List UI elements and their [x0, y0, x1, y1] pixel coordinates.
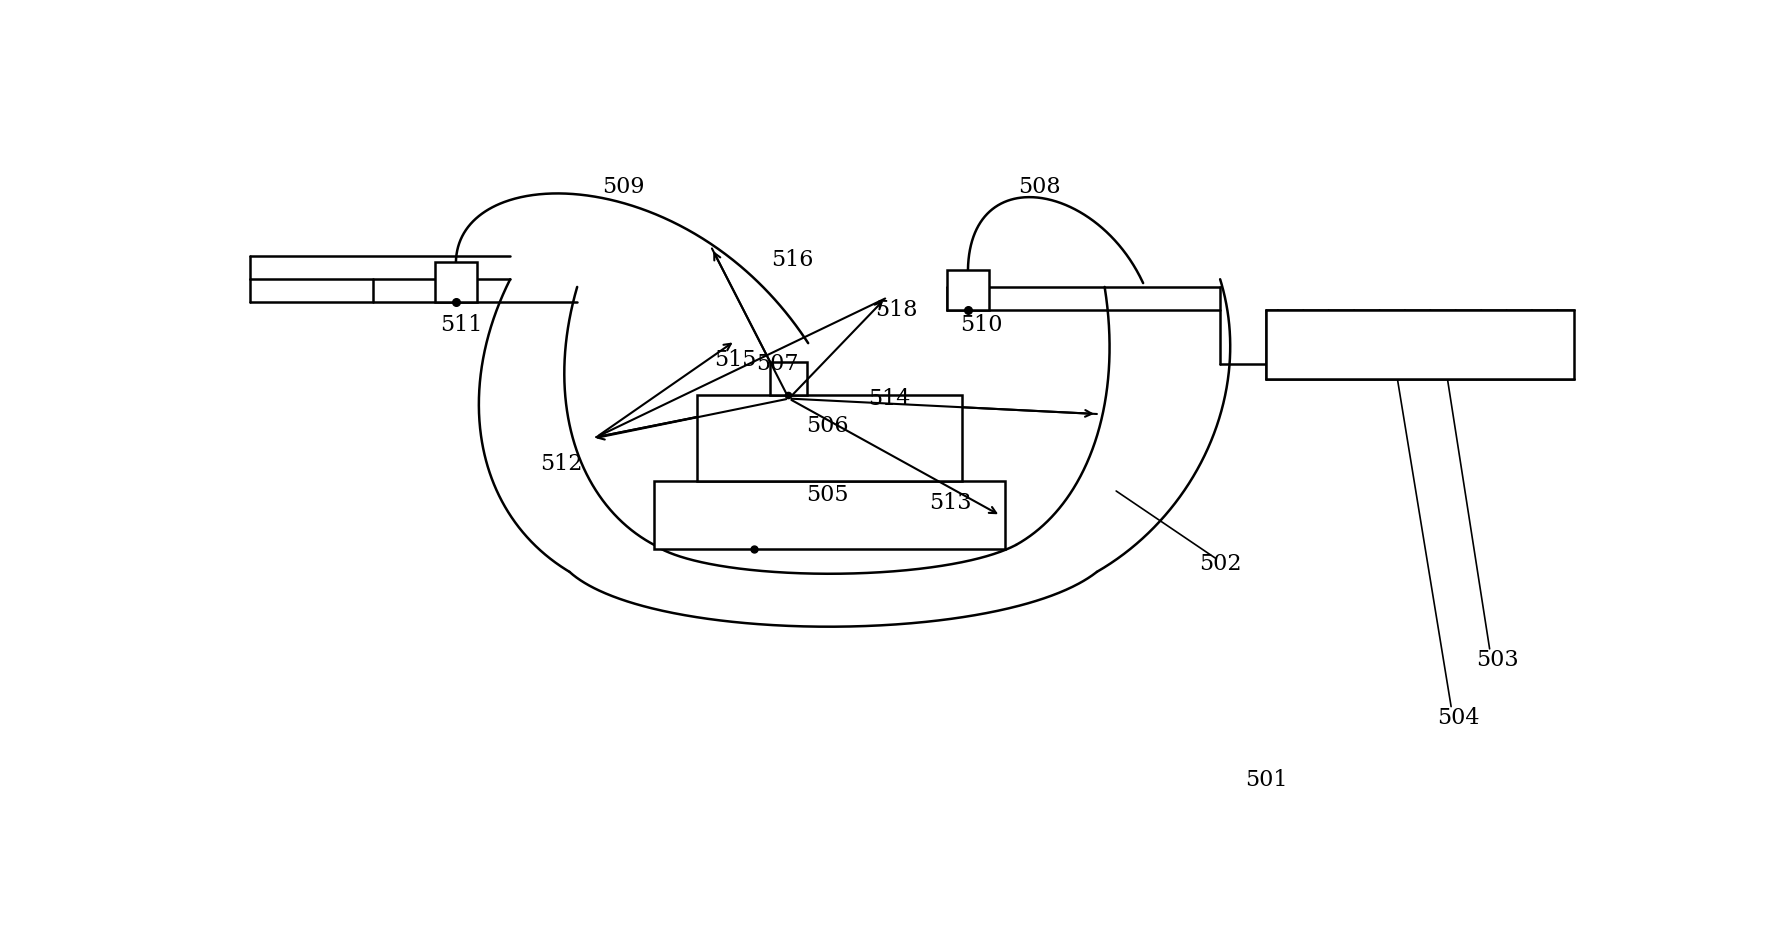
Text: 515: 515: [713, 349, 756, 371]
Text: 512: 512: [541, 453, 584, 475]
Text: 503: 503: [1477, 649, 1519, 671]
Bar: [770, 362, 806, 394]
Text: 504: 504: [1437, 707, 1480, 729]
Bar: [655, 481, 1005, 549]
Bar: [434, 263, 477, 302]
Text: 516: 516: [772, 249, 815, 271]
Text: 501: 501: [1245, 769, 1288, 790]
Text: 502: 502: [1199, 553, 1242, 575]
Bar: [946, 270, 989, 310]
Text: 508: 508: [1018, 176, 1060, 198]
Text: 514: 514: [868, 388, 911, 409]
Bar: [1267, 310, 1574, 379]
Text: 513: 513: [929, 491, 971, 514]
Text: 507: 507: [756, 353, 799, 375]
Bar: [697, 394, 962, 481]
Text: 506: 506: [806, 415, 849, 437]
Text: 505: 505: [806, 484, 849, 506]
Text: 510: 510: [961, 314, 1003, 337]
Text: 511: 511: [441, 314, 482, 337]
Text: 509: 509: [601, 176, 644, 198]
Text: 518: 518: [875, 299, 918, 321]
